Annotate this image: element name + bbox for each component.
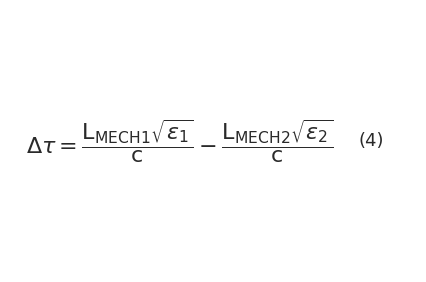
Text: (4): (4) (358, 132, 383, 150)
Text: $\Delta\tau = \dfrac{\mathsf{L_{MECH1}}\sqrt{\varepsilon_1}}{\mathsf{c}} - \dfra: $\Delta\tau = \dfrac{\mathsf{L_{MECH1}}\… (26, 117, 332, 165)
